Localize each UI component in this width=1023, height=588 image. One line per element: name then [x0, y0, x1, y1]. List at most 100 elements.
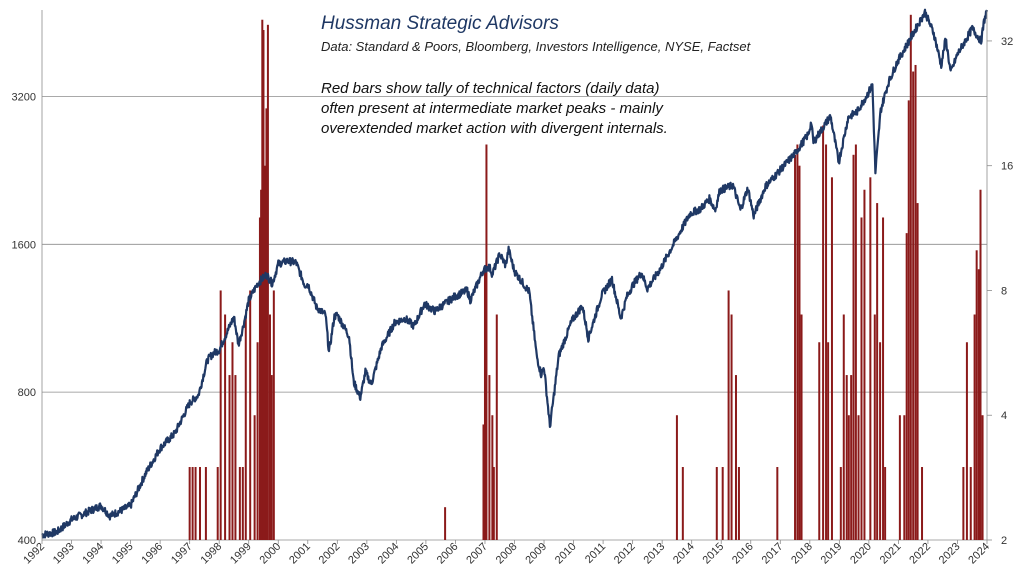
- technical-factor-bar-3: [198, 467, 201, 540]
- x-tick-label-11: 2003: [346, 541, 372, 567]
- x-tick-label-26: 2018: [789, 541, 815, 567]
- technical-factor-bar-40: [730, 314, 733, 540]
- technical-factor-bar-18: [260, 189, 263, 540]
- left-tick-label-1: 800: [18, 387, 36, 399]
- technical-factor-bar-66: [879, 342, 882, 540]
- technical-factor-bar-84: [979, 189, 982, 540]
- x-tick-label-8: 2000: [258, 541, 284, 567]
- technical-factor-bar-17: [258, 217, 261, 540]
- technical-factor-bar-81: [973, 314, 976, 540]
- technical-factor-bar-61: [860, 217, 863, 540]
- chart-subtitle: Data: Standard & Poors, Bloomberg, Inves…: [321, 39, 752, 54]
- right-tick-label-4: 32: [1001, 36, 1013, 48]
- right-tick-label-0: 2: [1001, 535, 1007, 547]
- technical-factor-bar-33: [492, 467, 495, 540]
- technical-factor-bar-77: [921, 467, 924, 540]
- technical-factor-bar-16: [256, 342, 259, 540]
- x-tick-label-7: 1999: [228, 541, 254, 567]
- x-tick-label-15: 2007: [464, 541, 490, 567]
- technical-factor-bar-73: [909, 14, 912, 540]
- technical-factor-bar-45: [796, 144, 799, 540]
- x-tick-label-27: 2019: [819, 541, 845, 567]
- technical-factor-bar-26: [272, 290, 275, 540]
- technical-factor-bar-31: [488, 375, 491, 540]
- technical-factor-bar-79: [965, 342, 968, 540]
- technical-factor-bar-9: [231, 342, 234, 540]
- technical-factor-bar-68: [884, 467, 887, 540]
- technical-factor-bar-49: [822, 125, 825, 541]
- technical-factor-bar-51: [827, 342, 830, 540]
- technical-factor-bar-43: [776, 467, 779, 540]
- technical-factor-bar-55: [845, 375, 848, 540]
- technical-factor-bar-12: [241, 467, 244, 540]
- technical-factor-bar-44: [794, 154, 797, 541]
- x-tick-label-25: 2017: [760, 541, 786, 567]
- technical-factor-bar-71: [905, 233, 908, 540]
- x-tick-label-16: 2008: [494, 541, 520, 567]
- technical-factor-bar-35: [675, 415, 678, 540]
- technical-factor-bar-0: [188, 467, 191, 540]
- x-tick-label-17: 2009: [523, 541, 549, 567]
- x-tick-label-28: 2020: [848, 541, 874, 567]
- technical-factor-bar-50: [825, 144, 828, 540]
- x-tick-label-14: 2006: [435, 541, 461, 567]
- technical-factor-bar-46: [798, 165, 801, 540]
- annotation-line-3: overextended market action with divergen…: [321, 120, 668, 137]
- technical-factor-bar-1: [191, 467, 194, 540]
- technical-factor-bar-83: [977, 269, 980, 540]
- x-tick-label-10: 2002: [317, 541, 343, 567]
- x-tick-label-19: 2011: [583, 541, 608, 566]
- x-tick-label-9: 2001: [287, 541, 313, 567]
- right-tick-label-1: 4: [1001, 410, 1007, 422]
- technical-factor-bar-57: [850, 375, 853, 540]
- x-tick-label-13: 2005: [405, 541, 431, 567]
- technical-factor-bar-22: [265, 108, 268, 540]
- technical-factor-bar-72: [907, 100, 910, 541]
- technical-factor-bar-11: [238, 467, 241, 540]
- technical-factor-bar-52: [830, 177, 833, 541]
- technical-factor-bar-2: [194, 467, 197, 540]
- technical-factor-bar-25: [270, 375, 273, 540]
- technical-factor-bar-38: [721, 467, 724, 540]
- right-tick-label-3: 16: [1001, 161, 1013, 173]
- technical-factor-bar-20: [262, 30, 265, 540]
- technical-factor-bar-75: [914, 64, 917, 540]
- technical-factor-bar-54: [842, 314, 845, 540]
- x-tick-label-6: 1998: [199, 541, 225, 567]
- left-tick-label-3: 3200: [12, 91, 36, 103]
- technical-factor-bar-5: [216, 467, 219, 540]
- chart-title: Hussman Strategic Advisors: [321, 13, 559, 34]
- technical-factor-bar-7: [224, 314, 227, 540]
- technical-factor-bar-32: [491, 415, 494, 540]
- technical-factor-bar-59: [854, 144, 857, 540]
- technical-factor-bar-74: [912, 71, 915, 540]
- x-tick-label-12: 2004: [376, 541, 402, 567]
- technical-factor-bar-6: [219, 290, 222, 540]
- x-tick-label-2: 1994: [80, 541, 106, 567]
- x-tick-label-31: 2023: [937, 541, 963, 567]
- line-layer: [41, 8, 989, 539]
- technical-factor-bar-36: [681, 467, 684, 540]
- technical-factor-bar-69: [898, 415, 901, 540]
- technical-factor-bar-14: [249, 290, 252, 540]
- x-tick-label-5: 1997: [169, 541, 195, 567]
- technical-factor-bar-8: [228, 375, 231, 540]
- technical-factor-bar-85: [981, 415, 984, 540]
- technical-factor-bar-13: [244, 314, 247, 540]
- technical-factor-bar-58: [852, 154, 855, 541]
- technical-factor-bar-15: [253, 415, 256, 540]
- technical-factor-bar-53: [839, 467, 842, 540]
- technical-factor-bar-82: [975, 250, 978, 540]
- technical-factor-bar-80: [969, 467, 972, 540]
- technical-factor-bar-62: [863, 189, 866, 540]
- x-tick-label-4: 1996: [139, 541, 165, 567]
- technical-factor-bar-10: [234, 375, 237, 540]
- x-tick-label-18: 2010: [553, 541, 579, 567]
- x-tick-label-23: 2015: [701, 541, 727, 567]
- x-tick-label-20: 2012: [612, 541, 638, 567]
- x-tick-label-30: 2022: [907, 541, 933, 567]
- technical-factor-bar-48: [818, 342, 821, 540]
- grid-layer: [42, 96, 987, 541]
- technical-factor-bar-34: [495, 314, 498, 540]
